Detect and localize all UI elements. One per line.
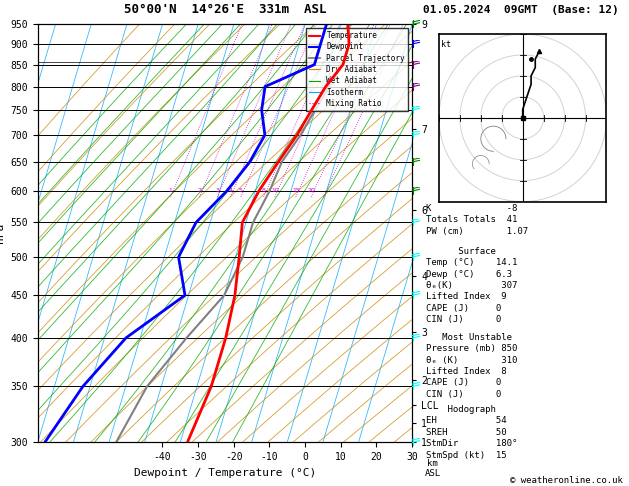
Text: Surface
Temp (°C)    14.1
Dewp (°C)    6.3
θₑ(K)         307
Lifted Index  9
CAP: Surface Temp (°C) 14.1 Dewp (°C) 6.3 θₑ(…	[426, 247, 517, 324]
Text: Most Unstable
Pressure (mb) 850
θₑ (K)        310
Lifted Index  8
CAPE (J)     0: Most Unstable Pressure (mb) 850 θₑ (K) 3…	[426, 332, 517, 399]
Text: 1: 1	[169, 188, 172, 193]
Text: © weatheronline.co.uk: © weatheronline.co.uk	[510, 476, 623, 485]
Text: 4: 4	[228, 188, 232, 193]
Text: km
ASL: km ASL	[425, 459, 441, 478]
Text: kt: kt	[441, 40, 451, 49]
Text: 50°00'N  14°26'E  331m  ASL: 50°00'N 14°26'E 331m ASL	[124, 3, 326, 16]
Text: 8: 8	[262, 188, 265, 193]
Y-axis label: hPa: hPa	[0, 223, 5, 243]
Text: 3: 3	[215, 188, 220, 193]
Text: 5: 5	[239, 188, 243, 193]
Text: 01.05.2024  09GMT  (Base: 12): 01.05.2024 09GMT (Base: 12)	[423, 5, 619, 15]
Text: 10: 10	[271, 188, 279, 193]
Text: Hodograph
EH           54
SREH         50
StmDir       180°
StmSpd (kt)  15: Hodograph EH 54 SREH 50 StmDir 180° StmS…	[426, 405, 517, 460]
Legend: Temperature, Dewpoint, Parcel Trajectory, Dry Adiabat, Wet Adiabat, Isotherm, Mi: Temperature, Dewpoint, Parcel Trajectory…	[306, 28, 408, 111]
Text: 20: 20	[307, 188, 315, 193]
Text: K              -8
Totals Totals  41
PW (cm)        1.07: K -8 Totals Totals 41 PW (cm) 1.07	[426, 204, 528, 236]
Text: 2: 2	[198, 188, 201, 193]
X-axis label: Dewpoint / Temperature (°C): Dewpoint / Temperature (°C)	[134, 468, 316, 478]
Text: 15: 15	[292, 188, 299, 193]
